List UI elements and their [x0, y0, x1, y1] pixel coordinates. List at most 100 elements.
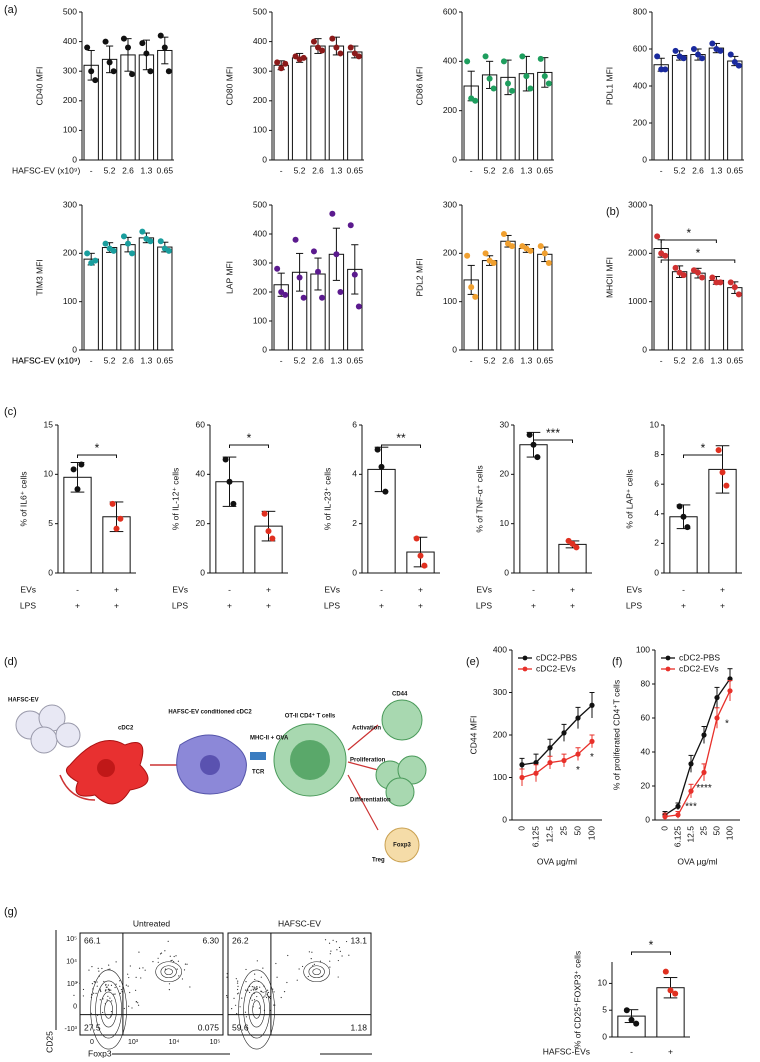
- event-dot: [119, 985, 121, 987]
- y-tick-label: 300: [253, 65, 267, 75]
- data-point: [92, 77, 99, 84]
- y-tick-label: 100: [63, 125, 77, 135]
- bar: [291, 57, 308, 161]
- y-tick-label: 200: [633, 117, 647, 127]
- event-dot: [239, 1006, 241, 1008]
- y-axis-label: CD40 MFI: [34, 67, 44, 106]
- data-point: [296, 274, 303, 281]
- event-dot: [319, 960, 322, 962]
- event-dot: [308, 951, 310, 953]
- event-dot: [329, 966, 331, 968]
- y-axis-label: % of IL6⁺ cells: [18, 471, 28, 526]
- data-point: [329, 35, 336, 42]
- data-point: [490, 260, 497, 266]
- event-dot: [93, 992, 95, 994]
- data-point: [88, 68, 95, 75]
- event-dot: [111, 1000, 113, 1002]
- event-dot: [152, 960, 154, 963]
- flow-axis-label: Foxp3: [88, 1048, 112, 1058]
- data-point: [329, 210, 336, 217]
- y-tick-label: 0: [502, 814, 507, 824]
- y-axis-label: % of TNF-α⁺ cells: [474, 465, 484, 532]
- data-point: [161, 44, 168, 51]
- y-tick-label: 60: [641, 712, 651, 722]
- y-tick-label: 200: [493, 729, 507, 739]
- event-dot: [176, 968, 178, 970]
- event-dot: [138, 951, 140, 953]
- data-point: [490, 85, 497, 92]
- contour: [95, 980, 122, 1039]
- event-dot: [127, 973, 129, 975]
- data-point: [413, 535, 420, 542]
- nucleus: [200, 755, 220, 775]
- x-tick-label: 5.2: [104, 355, 116, 365]
- data-point: [662, 968, 669, 975]
- quadrant-value: 1.18: [350, 1022, 367, 1032]
- quadrant-value: 66.1: [84, 935, 101, 945]
- event-dot: [345, 940, 348, 943]
- event-dot: [263, 996, 265, 998]
- event-dot: [129, 965, 131, 967]
- event-dot: [296, 979, 298, 981]
- event-dot: [125, 984, 127, 986]
- event-dot: [128, 976, 130, 979]
- y-tick-label: 200: [63, 248, 77, 258]
- y-tick-label: 40: [641, 746, 651, 756]
- event-dot: [262, 967, 264, 969]
- x-tick-label: 0.65: [537, 165, 554, 175]
- bar: [120, 244, 136, 351]
- event-dot: [128, 1005, 130, 1007]
- data-point: [500, 231, 507, 237]
- event-dot: [157, 957, 159, 959]
- data-point: [731, 284, 738, 291]
- data-point: [261, 510, 268, 517]
- y-axis-label: PDL1 MFI: [604, 67, 614, 105]
- y-tick-label: 500: [63, 6, 77, 16]
- y-tick-label: 600: [633, 43, 647, 53]
- data-point: [84, 250, 91, 257]
- y-axis-label: % of CD25⁺FOXP3⁺ cells: [572, 951, 582, 1048]
- x-tick-label: 5.2: [484, 355, 496, 365]
- data-point: [715, 447, 722, 454]
- y-tick-label: 0: [262, 154, 267, 164]
- data-point: [519, 774, 525, 781]
- data-point: [378, 463, 385, 470]
- event-dot: [73, 994, 75, 996]
- event-dot: [164, 950, 166, 952]
- event-dot: [245, 981, 247, 983]
- ev: [55, 722, 81, 748]
- y-tick-label: 0: [642, 154, 647, 164]
- contour: [303, 961, 330, 983]
- data-point: [675, 803, 681, 810]
- event-dot: [173, 960, 175, 963]
- legend-label: cDC2-EVs: [536, 663, 576, 673]
- bar: [690, 54, 706, 161]
- data-point: [519, 762, 525, 768]
- bar: [63, 476, 92, 574]
- event-dot: [181, 978, 184, 980]
- event-dot: [171, 959, 173, 961]
- data-point: [486, 75, 493, 82]
- bar: [690, 272, 706, 351]
- event-dot: [110, 1011, 113, 1013]
- contour: [308, 965, 325, 979]
- event-dot: [260, 976, 262, 978]
- panel-label: (b): [606, 206, 619, 218]
- y-tick-label: 300: [443, 199, 457, 209]
- row-label: EVs: [476, 584, 492, 594]
- bar: [328, 45, 345, 161]
- event-dot: [275, 962, 277, 965]
- x-tick-label: 0.65: [347, 355, 364, 365]
- event-dot: [178, 975, 180, 977]
- event-dot: [276, 976, 278, 978]
- diagram-label: CD44: [392, 692, 408, 698]
- significance-bracket: [631, 951, 671, 955]
- data-point: [347, 222, 354, 229]
- event-dot: [123, 1007, 125, 1010]
- contour: [252, 1000, 261, 1019]
- data-point: [269, 535, 276, 542]
- event-dot: [183, 969, 186, 971]
- event-dot: [247, 990, 249, 992]
- bar: [671, 54, 688, 161]
- event-dot: [245, 989, 247, 991]
